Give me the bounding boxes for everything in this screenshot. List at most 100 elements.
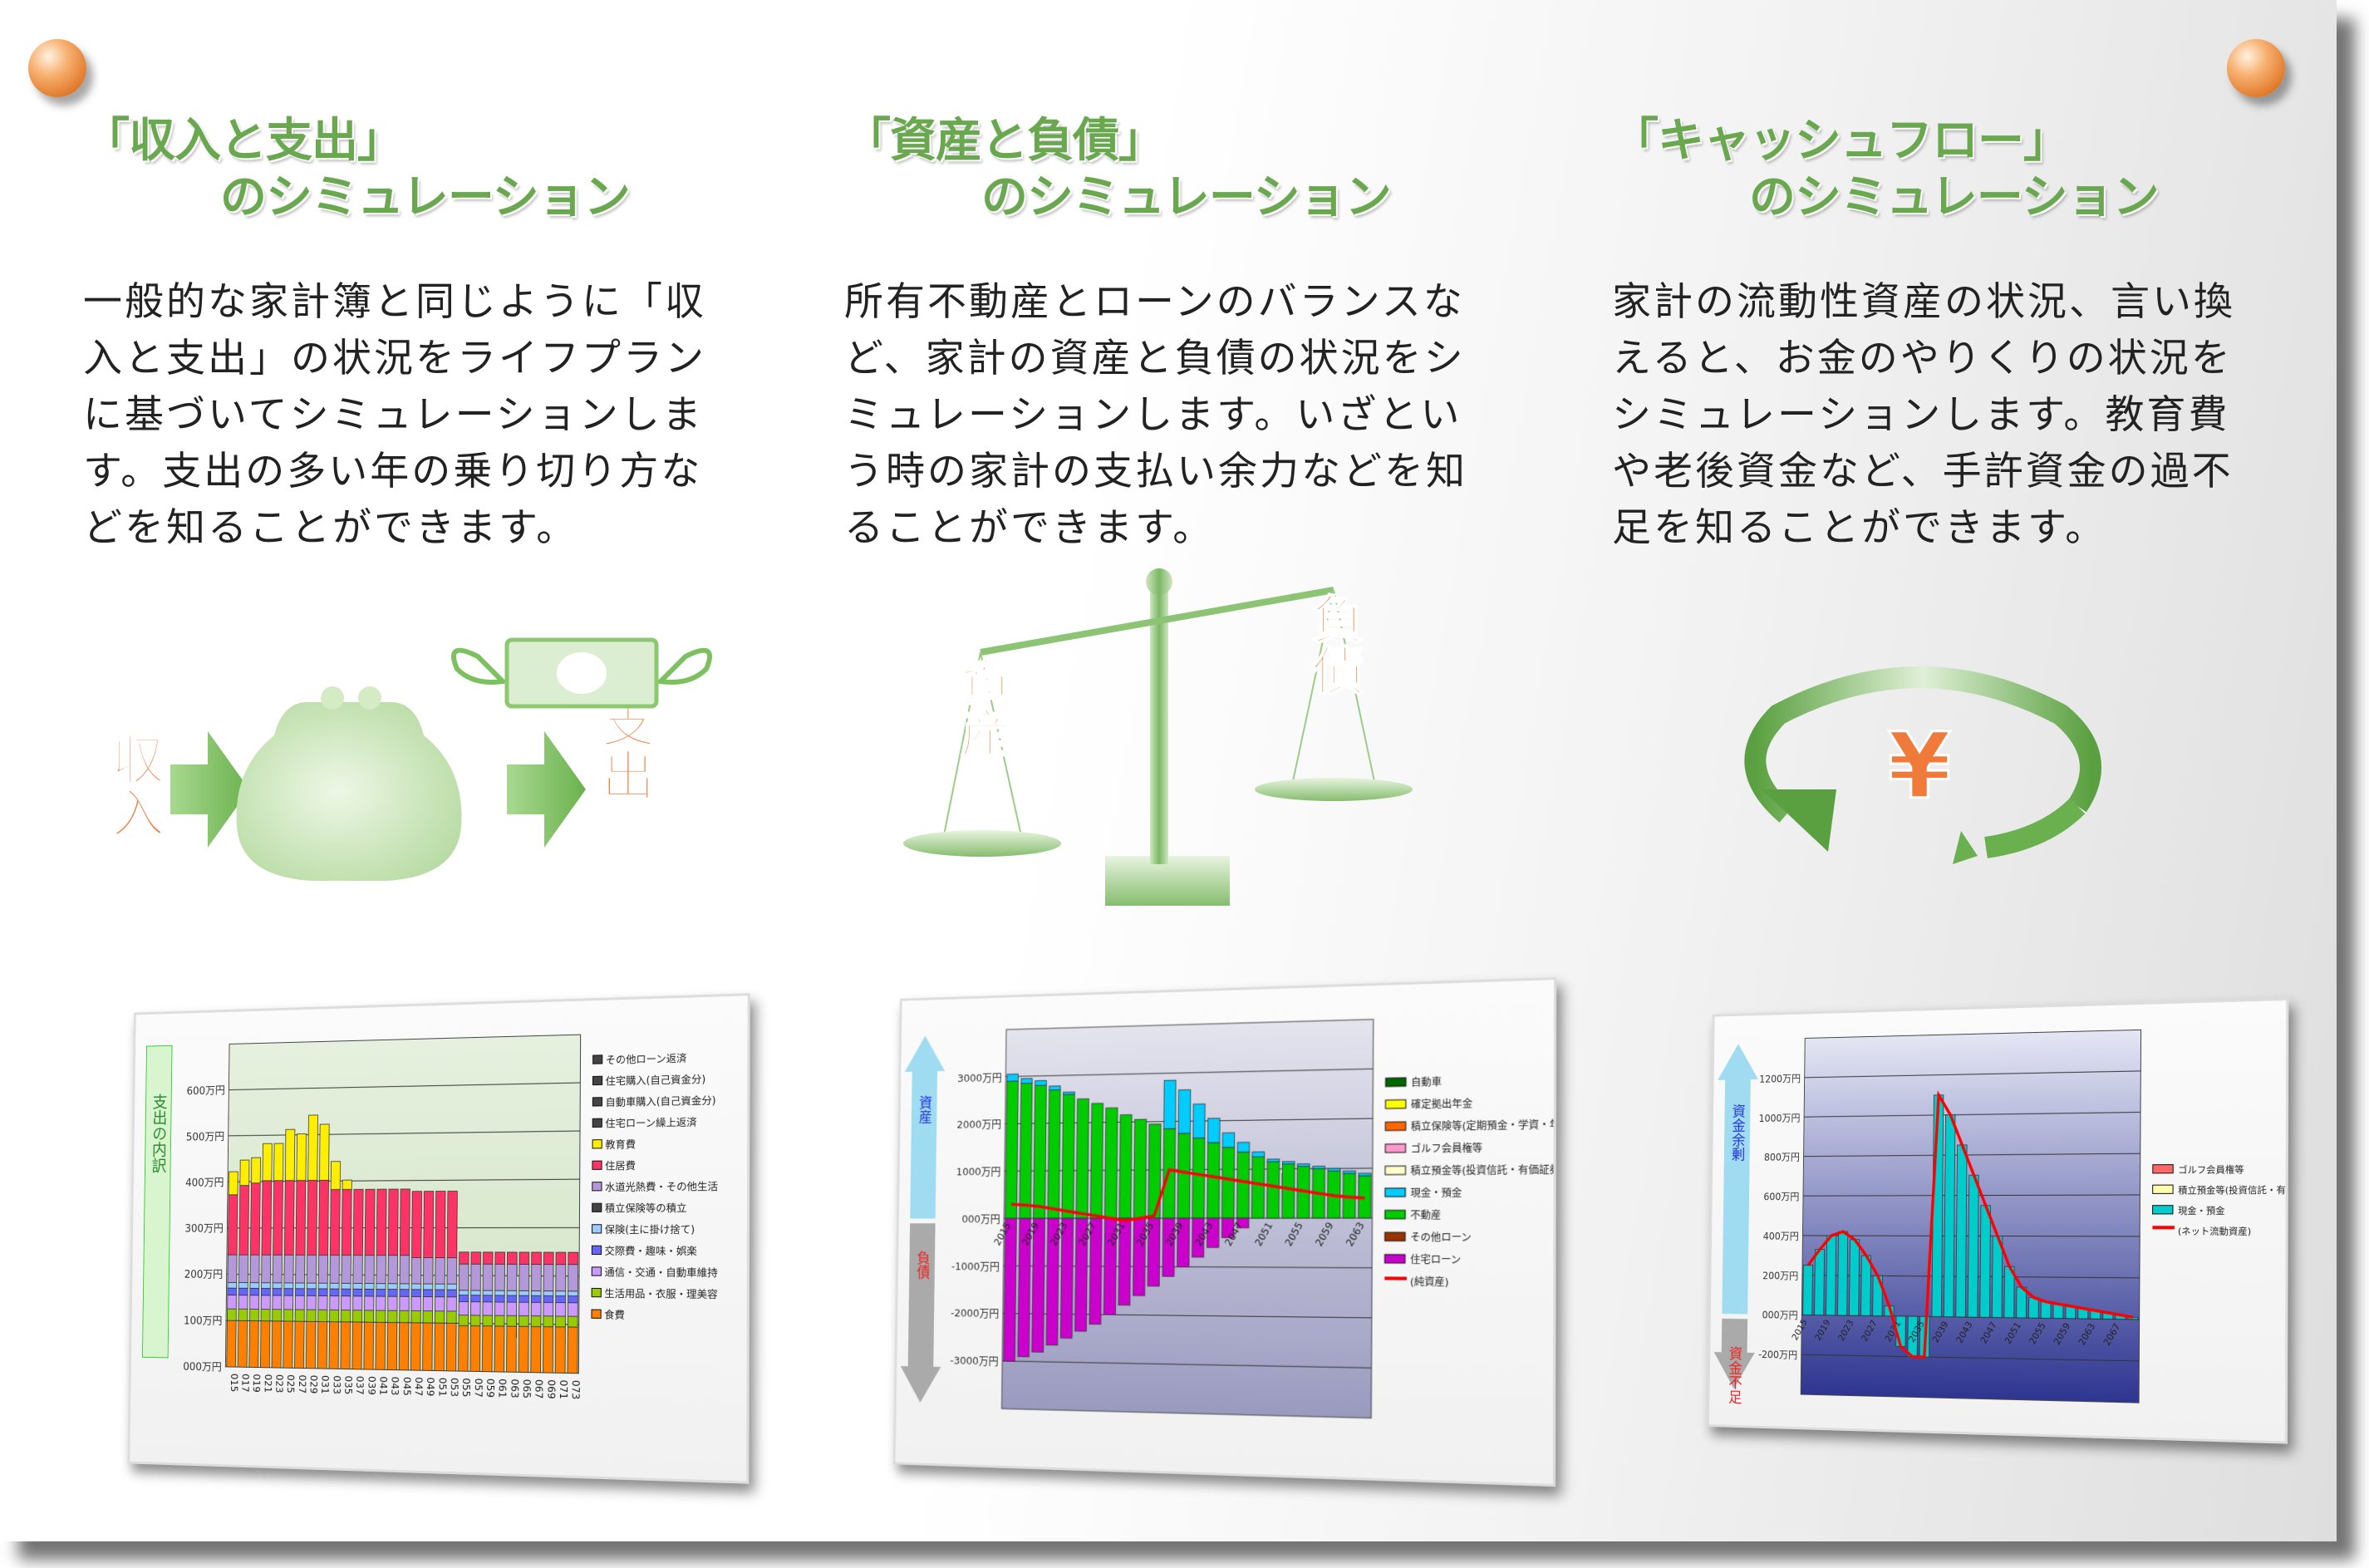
bar-segment — [400, 1256, 410, 1284]
bar-segment — [1826, 1236, 1836, 1315]
y-tick-label: 200万円 — [1762, 1270, 1798, 1281]
bar-segment — [365, 1296, 374, 1310]
x-tick-label: 055 — [460, 1378, 472, 1397]
legend-swatch — [592, 1267, 601, 1276]
bar-segment — [295, 1310, 304, 1321]
bar-segment — [519, 1302, 529, 1315]
y-tick-label: 1000万円 — [956, 1166, 1001, 1178]
bar-segment — [543, 1291, 553, 1296]
bar-segment — [507, 1295, 517, 1302]
legend-swatch — [1385, 1122, 1405, 1131]
bar-segment — [483, 1264, 493, 1290]
legend-label: その他ローン — [1410, 1231, 1472, 1244]
side-label-bottom: 負債 — [914, 1250, 930, 1279]
y-tick-label: -3000万円 — [950, 1355, 998, 1369]
x-tick-label: 029 — [308, 1375, 320, 1394]
bar-segment — [352, 1322, 362, 1369]
x-tick-label: 071 — [558, 1379, 569, 1399]
bar-segment — [459, 1295, 469, 1301]
bar-segment — [353, 1296, 362, 1310]
bar-segment — [352, 1310, 361, 1322]
y-tick-label: 1000万円 — [1759, 1112, 1801, 1123]
bar-segment — [229, 1172, 238, 1195]
bar-segment — [495, 1252, 505, 1264]
bar-segment — [297, 1134, 307, 1181]
side-label-top: 資金余剰 — [1729, 1103, 1746, 1162]
legend-label: 通信・交通・自動車維持 — [604, 1266, 718, 1279]
legend-swatch — [592, 1288, 601, 1296]
bar-segment — [568, 1252, 578, 1265]
arrow-right-icon — [507, 731, 586, 848]
bar-segment — [568, 1303, 578, 1316]
legend-swatch — [1386, 1078, 1406, 1087]
legend-label: 確定拠出年金 — [1411, 1098, 1472, 1111]
bar-segment — [228, 1255, 237, 1282]
bar-segment — [307, 1255, 316, 1283]
bar-segment — [1252, 1157, 1265, 1218]
bar-segment — [341, 1310, 350, 1322]
income-text: 収入 — [102, 732, 165, 838]
bar-segment — [1222, 1148, 1235, 1218]
bar-segment — [447, 1258, 457, 1285]
bar-segment — [228, 1295, 237, 1309]
bar-segment — [2041, 1302, 2051, 1319]
bar-segment — [342, 1255, 351, 1283]
bar-segment — [260, 1321, 270, 1368]
legend-swatch — [2153, 1206, 2173, 1214]
bar-segment — [238, 1255, 248, 1283]
bar-segment — [353, 1189, 363, 1255]
bar-segment — [483, 1295, 493, 1302]
bar-segment — [412, 1192, 422, 1258]
bar-segment — [283, 1321, 293, 1368]
bar-segment — [470, 1325, 480, 1371]
bar-segment — [531, 1326, 541, 1372]
x-tick-label: 039 — [366, 1376, 377, 1395]
side-label-bottom: 資金不足 — [1726, 1345, 1742, 1404]
bar-segment — [411, 1296, 421, 1310]
bar-segment — [543, 1327, 553, 1374]
bar-segment — [251, 1158, 260, 1183]
column-subtitle: のシミュレーション — [1749, 170, 2160, 224]
bar-segment — [364, 1310, 373, 1322]
bar-segment — [568, 1296, 578, 1303]
bar-segment — [273, 1255, 282, 1283]
bar-segment — [410, 1310, 421, 1324]
x-tick-label: 069 — [545, 1379, 557, 1399]
bar-segment — [308, 1115, 318, 1181]
bar-segment — [1163, 1128, 1176, 1218]
bar-segment — [1221, 1218, 1234, 1238]
bar-segment — [1148, 1218, 1160, 1286]
bar-segment — [447, 1297, 457, 1311]
legend-label: 教育費 — [605, 1138, 636, 1151]
legend-swatch — [593, 1055, 602, 1064]
legend-swatch — [2153, 1165, 2173, 1173]
bar-segment — [1133, 1119, 1146, 1218]
bar-segment — [423, 1311, 433, 1323]
column-title: 「資産と負債」 — [844, 114, 1165, 168]
coin-purse-icon — [236, 686, 462, 881]
bar-segment — [1007, 1074, 1019, 1082]
bar-segment — [1105, 1108, 1118, 1218]
side-label: 支出の内訳 — [149, 1094, 167, 1173]
column-description: 所有不動産とローンのバランスなど、家計の資産と負債の状況をシミュレーションします… — [844, 279, 1467, 551]
bar-segment — [274, 1143, 283, 1181]
bar-segment — [435, 1258, 445, 1285]
bar-segment — [284, 1181, 294, 1256]
yen-icon: ¥ — [1888, 713, 1952, 819]
legend-swatch — [592, 1310, 601, 1318]
bar-segment — [471, 1252, 481, 1264]
bar-segment — [296, 1283, 305, 1289]
y-tick-label: 3000万円 — [957, 1072, 1002, 1085]
bar-segment — [1267, 1159, 1280, 1162]
bar-segment — [543, 1302, 553, 1315]
bar-segment — [1861, 1256, 1871, 1315]
bar-segment — [519, 1295, 529, 1302]
bar-segment — [1282, 1164, 1295, 1218]
x-tick-label: 025 — [285, 1374, 297, 1394]
expense-text: 支出 — [592, 695, 655, 801]
bar-segment — [483, 1290, 493, 1295]
bar-segment — [543, 1252, 553, 1265]
bar-segment — [482, 1326, 492, 1372]
bar-segment — [1148, 1124, 1161, 1218]
legend-label: 保険(主に掛け捨て) — [605, 1223, 695, 1236]
